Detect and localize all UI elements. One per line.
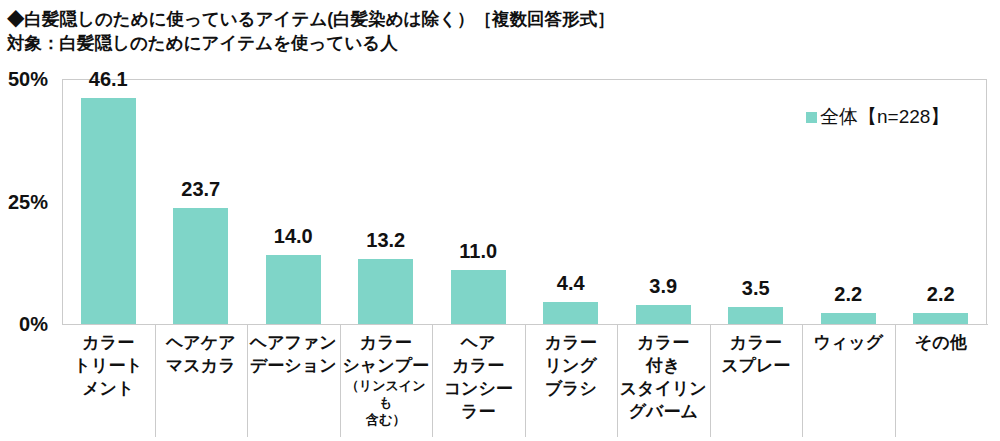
x-axis-category-label: カラートリートメント [62,331,155,400]
bar [821,313,876,324]
bar [266,255,321,324]
x-axis-category-label: その他 [895,331,988,354]
chart-subtitle: 対象：白髪隠しのためにアイテムを使っている人 [7,31,398,55]
bar [451,270,506,324]
bar [173,208,228,324]
chart-title: ◆白髪隠しのために使っているアイテム(白髪染めは除く）［複数回答形式］ [7,7,614,31]
bar [728,307,783,324]
bar [543,302,598,324]
x-axis-category-label: ヘアカラーコンシーラー [432,331,525,423]
x-axis-category-label: ヘアファンデーション [247,331,340,377]
bar-value-label: 2.2 [802,284,895,304]
bar-value-label: 4.4 [525,273,618,293]
y-tick-label: 0% [0,314,48,334]
bar [358,259,413,324]
bar-value-label: 23.7 [155,179,248,199]
bar [636,305,691,324]
bar-value-label: 11.0 [432,241,525,261]
y-tick-label: 50% [0,69,48,89]
bar-value-label: 3.5 [710,278,803,298]
bar-value-label: 14.0 [247,226,340,246]
chart: ◆白髪隠しのために使っているアイテム(白髪染めは除く）［複数回答形式］ 対象：白… [0,0,1000,441]
bar-value-label: 13.2 [340,230,433,250]
y-tick-label: 25% [0,192,48,212]
bar [913,313,968,324]
x-axis-category-label: カラースプレー [710,331,803,377]
bar-value-label: 2.2 [895,284,988,304]
x-axis-category-label: ヘアケアマスカラ [155,331,248,377]
x-axis-category-label: カラーシャンプー（リンスインも含む） [340,331,433,428]
bar [81,98,136,324]
bar-value-label: 46.1 [62,69,155,89]
x-axis-category-label: カラーリングブラシ [525,331,618,400]
x-axis-category-label: カラー付きスタイリングバーム [617,331,710,423]
x-axis-category-label: ウィッグ [802,331,895,354]
bar-value-label: 3.9 [617,276,710,296]
